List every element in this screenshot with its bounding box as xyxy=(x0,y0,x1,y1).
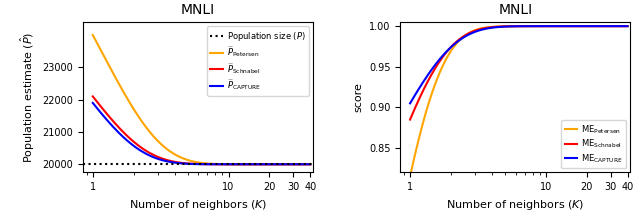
Legend: Population size ($P$), $\widehat{P}_{\mathrm{Petersen}}$, $\widehat{P}_{\mathrm{: Population size ($P$), $\widehat{P}_{\ma… xyxy=(207,26,309,96)
Y-axis label: score: score xyxy=(354,82,364,112)
Y-axis label: Population estimate ($\hat{P}$): Population estimate ($\hat{P}$) xyxy=(19,32,37,163)
Legend: $\mathrm{ME}_{\mathrm{Petersen}}$, $\mathrm{ME}_{\mathrm{Schnabel}}$, $\mathrm{M: $\mathrm{ME}_{\mathrm{Petersen}}$, $\mat… xyxy=(561,120,626,168)
X-axis label: Number of neighbors ($K$): Number of neighbors ($K$) xyxy=(446,198,585,212)
X-axis label: Number of neighbors ($K$): Number of neighbors ($K$) xyxy=(129,198,268,212)
Title: MNLI: MNLI xyxy=(181,3,215,17)
Title: MNLI: MNLI xyxy=(499,3,532,17)
